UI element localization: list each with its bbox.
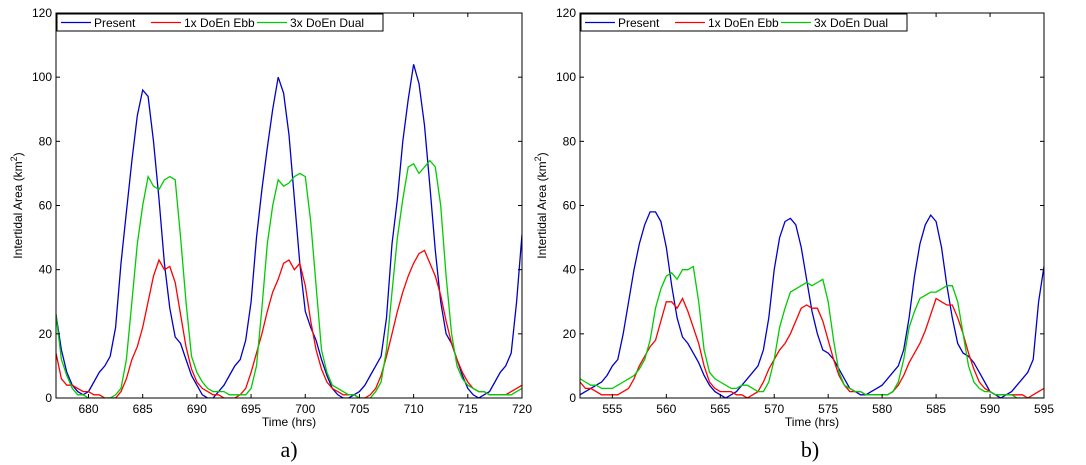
y-tick-label: 0	[569, 391, 576, 405]
y-axis-label: Intertidal Area (km2)	[9, 152, 25, 258]
x-tick-label: 700	[295, 402, 315, 416]
x-tick-label: 570	[764, 402, 784, 416]
x-tick-label: 595	[1034, 402, 1054, 416]
y-axis-label: Intertidal Area (km2)	[533, 152, 549, 258]
legend: Present 1x DoEn Ebb 3x DoEn Dual	[56, 13, 384, 32]
x-tick-label: 710	[404, 402, 424, 416]
legend-label: Present	[94, 16, 136, 30]
y-tick-label: 60	[39, 199, 53, 213]
x-tick-label: 685	[133, 402, 153, 416]
x-tick-label: 680	[78, 402, 98, 416]
x-axis-label: Time (hrs)	[262, 415, 316, 429]
legend-box	[56, 13, 384, 32]
y-tick-label: 120	[32, 6, 52, 20]
y-tick-label: 120	[556, 6, 576, 20]
x-tick-label: 695	[241, 402, 261, 416]
x-tick-label: 575	[818, 402, 838, 416]
legend-label: 3x DoEn Dual	[814, 16, 888, 30]
y-tick-label: 80	[563, 134, 577, 148]
series-line-3	[56, 159, 522, 398]
x-tick-label: 560	[656, 402, 676, 416]
x-tick-label: 705	[349, 402, 369, 416]
series-line-2	[580, 297, 1044, 398]
legend-label: 1x DoEn Ebb	[708, 16, 779, 30]
series-line-3	[580, 265, 1044, 398]
chart-1: 680 685 690 695 700 705 710 715 720 0 20 40 60 80 100 1…	[9, 6, 532, 462]
x-axis-label: Time (hrs)	[785, 415, 839, 429]
series-line-1	[56, 64, 522, 398]
x-tick-label: 715	[458, 402, 478, 416]
y-tick-label: 100	[556, 70, 576, 84]
legend-label: 3x DoEn Dual	[290, 16, 364, 30]
y-tick-label: 20	[563, 327, 577, 341]
x-tick-label: 720	[512, 402, 532, 416]
y-tick-label: 40	[563, 263, 577, 277]
x-tick-label: 580	[872, 402, 892, 416]
y-tick-label: 80	[39, 134, 53, 148]
y-tick-label: 60	[563, 199, 577, 213]
panel-label: b)	[801, 437, 819, 462]
x-tick-label: 590	[980, 402, 1000, 416]
legend-label: 1x DoEn Ebb	[184, 16, 255, 30]
x-tick-label: 585	[926, 402, 946, 416]
panel-label: a)	[280, 437, 297, 462]
y-tick-label: 100	[32, 70, 52, 84]
legend-label: Present	[618, 16, 660, 30]
x-tick-label: 565	[710, 402, 730, 416]
legend-box	[580, 13, 908, 32]
y-tick-label: 40	[39, 263, 53, 277]
chart-2: 555 560 565 570 575 580 585 590 595 0 20 40 60 80 100 1…	[533, 6, 1054, 462]
series-line-2	[56, 249, 522, 398]
y-tick-label: 20	[39, 327, 53, 341]
x-tick-label: 555	[602, 402, 622, 416]
legend: Present 1x DoEn Ebb 3x DoEn Dual	[580, 13, 908, 32]
x-tick-label: 690	[187, 402, 207, 416]
y-tick-label: 0	[45, 391, 52, 405]
